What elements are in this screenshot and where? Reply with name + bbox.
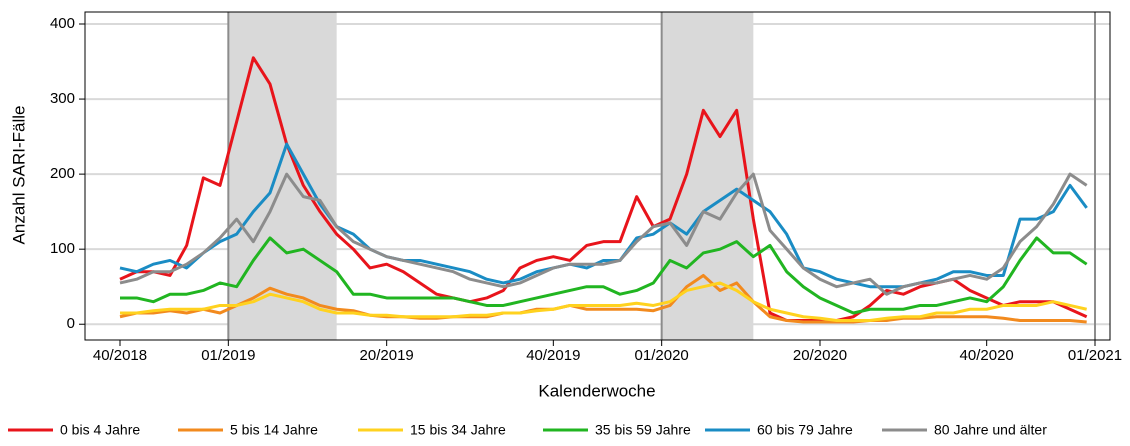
- legend-label: 80 Jahre und älter: [934, 422, 1047, 438]
- y-tick-label: 400: [50, 15, 75, 32]
- legend-label: 15 bis 34 Jahre: [410, 422, 506, 438]
- y-tick-label: 100: [50, 240, 75, 257]
- y-tick-label: 0: [67, 315, 75, 332]
- x-tick-label: 40/2020: [960, 347, 1014, 364]
- x-tick-label: 40/2019: [526, 347, 580, 364]
- series-line: [120, 281, 1087, 322]
- plot-frame: [84, 11, 1111, 341]
- legend-label: 0 bis 4 Jahre: [60, 422, 140, 438]
- x-tick-label: 01/2019: [201, 347, 255, 364]
- series-line: [120, 236, 1088, 315]
- x-tick-label: 01/2021: [1068, 347, 1122, 364]
- y-tick-label: 300: [50, 90, 75, 107]
- x-tick-label: 40/2018: [93, 347, 147, 364]
- legend-label: 5 bis 14 Jahre: [230, 422, 318, 438]
- x-axis-label: Kalenderwoche: [538, 381, 655, 400]
- shaded-period: [228, 12, 337, 340]
- y-axis-label: Anzahl SARI-Fälle: [9, 106, 28, 245]
- series-line: [119, 56, 1088, 322]
- legend-label: 60 bis 79 Jahre: [757, 422, 853, 438]
- series-line: [119, 172, 1088, 296]
- x-tick-label: 20/2019: [360, 347, 414, 364]
- x-tick-label: 20/2020: [793, 347, 847, 364]
- series-line: [119, 273, 1087, 324]
- legend-label: 35 bis 59 Jahre: [595, 422, 691, 438]
- y-tick-label: 200: [50, 165, 75, 182]
- x-tick-label: 01/2020: [635, 347, 689, 364]
